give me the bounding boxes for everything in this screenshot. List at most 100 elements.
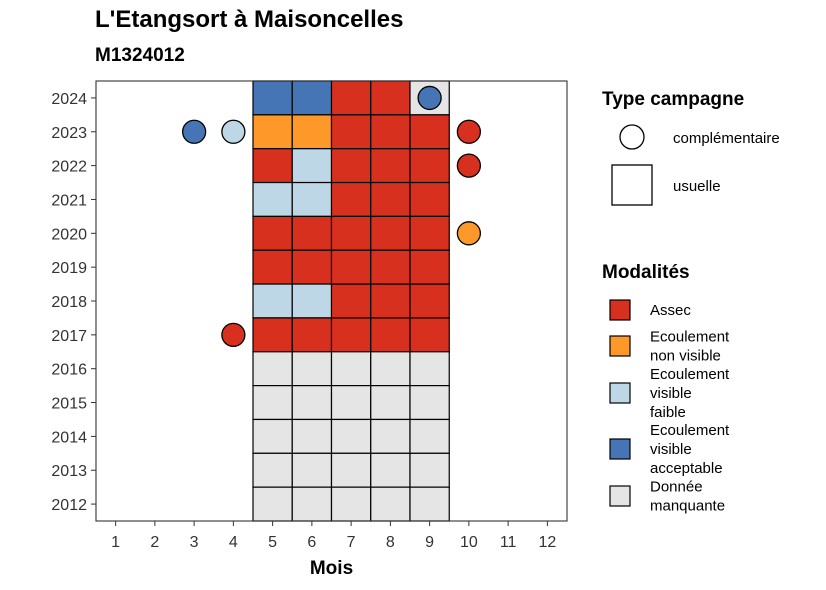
legend-key-ecoul_visible_faible bbox=[609, 382, 631, 404]
tile-2024-7 bbox=[330, 80, 372, 116]
tile-2012-7 bbox=[330, 486, 372, 522]
tile-2022-6 bbox=[291, 148, 333, 184]
x-tick-label-9: 9 bbox=[425, 534, 434, 551]
tile-2017-8 bbox=[370, 317, 411, 353]
tile-2016-9 bbox=[409, 351, 450, 387]
tile-2017-7 bbox=[330, 317, 372, 353]
tile-2019-9 bbox=[409, 249, 450, 285]
tile-2024-6 bbox=[291, 80, 333, 116]
tile-2016-5 bbox=[252, 351, 293, 387]
x-tick-label-5: 5 bbox=[268, 534, 277, 551]
legend-label-line: Assec bbox=[650, 302, 691, 319]
y-tick-label-2018: 2018 bbox=[51, 294, 87, 311]
point-2017-4 bbox=[221, 322, 246, 347]
tile-2022-7 bbox=[330, 148, 372, 184]
point-2023-4 bbox=[221, 119, 246, 144]
tile-2017-6 bbox=[291, 317, 333, 353]
tile-2020-6 bbox=[291, 215, 333, 251]
tile-2022-5 bbox=[252, 148, 293, 184]
legend-label-line: Donnée bbox=[650, 479, 703, 496]
legend-type-label-circle: complémentaire bbox=[673, 130, 780, 147]
legend-label-line: Ecoulement bbox=[650, 366, 730, 383]
tile-2016-7 bbox=[330, 351, 372, 387]
tile-2022-9 bbox=[409, 148, 450, 184]
x-axis-title: Mois bbox=[310, 558, 353, 579]
y-tick-label-2013: 2013 bbox=[51, 463, 87, 480]
y-tick-label-2014: 2014 bbox=[51, 429, 87, 446]
chart-subtitle: M1324012 bbox=[95, 45, 185, 66]
y-tick-label-2021: 2021 bbox=[51, 192, 87, 209]
tile-2015-7 bbox=[330, 385, 372, 421]
point-2024-9 bbox=[417, 85, 442, 111]
tile-2020-8 bbox=[370, 215, 411, 251]
tile-2013-7 bbox=[330, 452, 372, 488]
point-2023-3 bbox=[181, 119, 207, 144]
x-tick-label-10: 10 bbox=[460, 534, 478, 551]
tile-2018-7 bbox=[330, 283, 372, 319]
point-2020-10 bbox=[456, 221, 482, 246]
legend-type-label-square: usuelle bbox=[673, 178, 721, 195]
y-tick-label-2017: 2017 bbox=[51, 328, 87, 345]
tile-2019-6 bbox=[291, 249, 333, 285]
tile-2021-7 bbox=[330, 181, 372, 217]
tile-2013-8 bbox=[370, 452, 411, 488]
tile-2012-6 bbox=[291, 486, 333, 522]
legend-label-ecoul_visible_acceptable: Ecoulement visible acceptable bbox=[650, 422, 730, 477]
tile-2014-6 bbox=[291, 418, 333, 454]
legend-label-ecoul_visible_faible: Ecoulement visible faible bbox=[650, 366, 730, 421]
tile-2015-6 bbox=[291, 385, 333, 421]
tile-2021-6 bbox=[291, 181, 333, 217]
tile-2013-6 bbox=[291, 452, 333, 488]
legend-key-donnee_manquante bbox=[609, 485, 631, 507]
tile-2014-5 bbox=[252, 418, 293, 454]
x-tick-label-12: 12 bbox=[538, 534, 556, 551]
tile-2015-9 bbox=[409, 385, 450, 421]
legend-label-ecoul_non_visible: Ecoulement non visible bbox=[650, 329, 730, 365]
tile-2017-9 bbox=[409, 317, 450, 353]
x-tick-label-6: 6 bbox=[307, 534, 316, 551]
legend-type-key-circle bbox=[619, 124, 645, 150]
y-tick-label-2016: 2016 bbox=[51, 362, 87, 379]
tile-2022-8 bbox=[370, 148, 411, 184]
x-tick-label-11: 11 bbox=[500, 534, 517, 551]
tile-2020-9 bbox=[409, 215, 450, 251]
legend-label-line: Ecoulement bbox=[650, 422, 730, 439]
y-tick-label-2019: 2019 bbox=[51, 260, 87, 277]
legend-label-line: acceptable bbox=[650, 460, 723, 477]
chart-title: L'Etangsort à Maisoncelles bbox=[95, 6, 404, 33]
tile-2012-5 bbox=[252, 486, 293, 522]
tile-2023-8 bbox=[370, 114, 411, 150]
tile-2015-5 bbox=[252, 385, 293, 421]
x-tick-label-3: 3 bbox=[190, 534, 199, 551]
legend-label-line: manquante bbox=[650, 498, 725, 515]
tile-2023-9 bbox=[409, 114, 450, 150]
tile-2023-5 bbox=[252, 114, 293, 150]
tile-2012-9 bbox=[409, 486, 450, 522]
point-2023-10 bbox=[456, 119, 482, 144]
tile-2020-7 bbox=[330, 215, 372, 251]
legend-key-ecoul_visible_acceptable bbox=[609, 438, 631, 460]
legend-label-line: Ecoulement bbox=[650, 329, 730, 346]
tile-2020-5 bbox=[252, 215, 293, 251]
tile-2024-8 bbox=[370, 80, 411, 116]
legend-label-line: visible bbox=[650, 385, 692, 402]
y-tick-label-2022: 2022 bbox=[51, 159, 87, 176]
legend-key-ecoul_non_visible bbox=[609, 335, 631, 357]
y-tick-label-2015: 2015 bbox=[51, 396, 87, 413]
tile-2021-9 bbox=[409, 181, 450, 217]
y-tick-label-2012: 2012 bbox=[51, 497, 87, 514]
x-tick-label-1: 1 bbox=[111, 534, 120, 551]
tile-2021-5 bbox=[252, 181, 293, 217]
y-tick-label-2024: 2024 bbox=[51, 91, 87, 108]
tile-2018-6 bbox=[291, 283, 333, 319]
legend-key-assec bbox=[609, 299, 631, 321]
tile-2019-5 bbox=[252, 249, 293, 285]
legend-type-key-square bbox=[611, 164, 653, 206]
legend-type-title: Type campagne bbox=[602, 89, 744, 110]
legend-label-line: faible bbox=[650, 404, 686, 421]
tile-2019-8 bbox=[370, 249, 411, 285]
tile-2014-7 bbox=[330, 418, 372, 454]
legend-label-donnee_manquante: Donnée manquante bbox=[650, 479, 725, 515]
tile-2012-8 bbox=[370, 486, 411, 522]
